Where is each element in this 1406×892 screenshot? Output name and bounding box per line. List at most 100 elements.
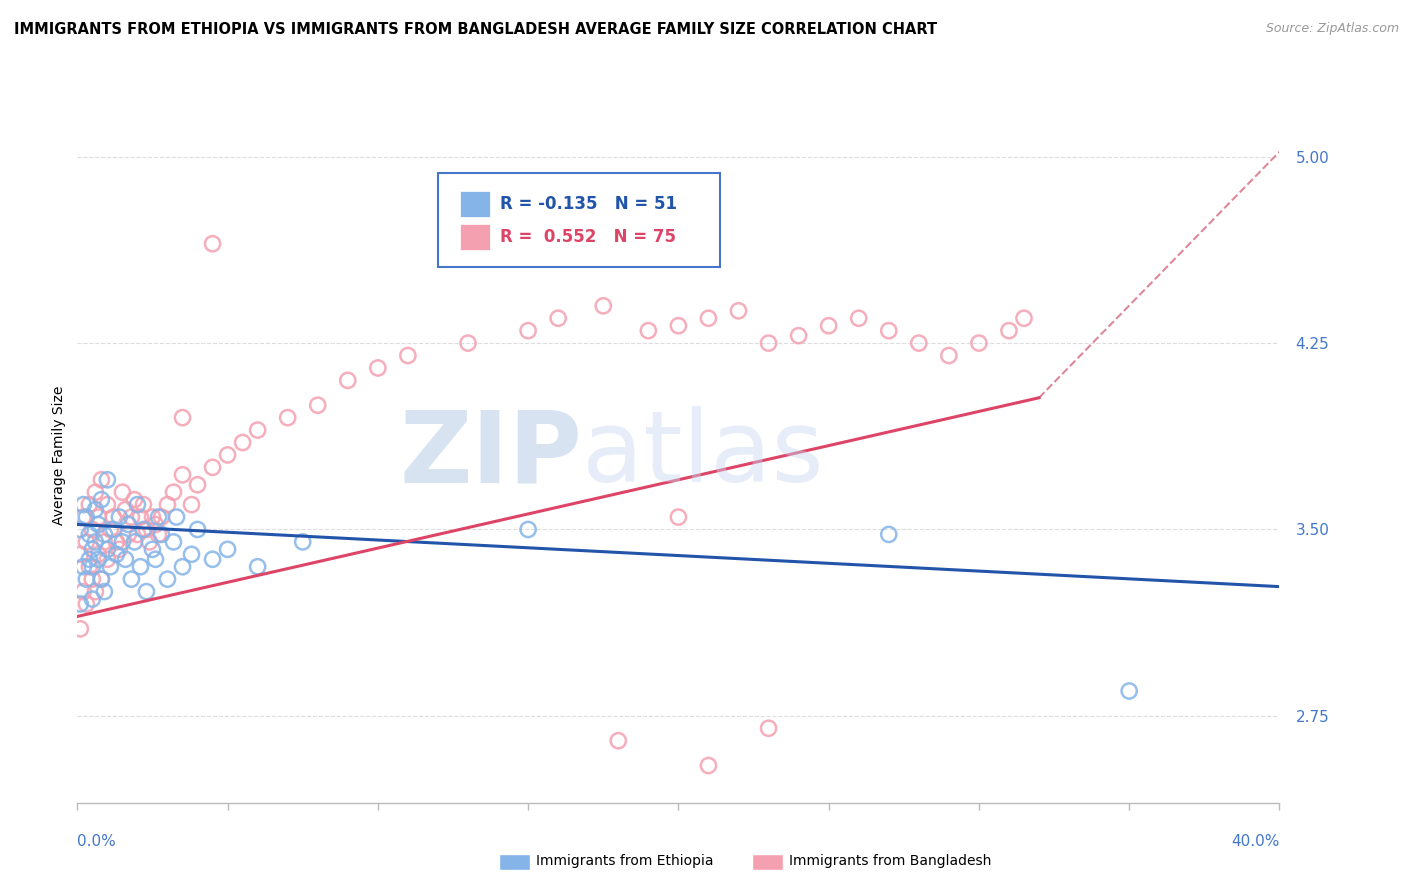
Point bbox=[727, 303, 749, 318]
Point bbox=[697, 758, 720, 772]
Point bbox=[100, 559, 122, 574]
Point bbox=[72, 498, 94, 512]
Point bbox=[90, 473, 112, 487]
Point bbox=[668, 510, 690, 524]
Point bbox=[82, 523, 104, 537]
Point bbox=[150, 510, 173, 524]
Point bbox=[117, 527, 139, 541]
Point bbox=[162, 485, 184, 500]
Point bbox=[108, 542, 131, 557]
Point bbox=[180, 498, 202, 512]
Point bbox=[69, 597, 91, 611]
Text: Source: ZipAtlas.com: Source: ZipAtlas.com bbox=[1265, 22, 1399, 36]
Point bbox=[69, 523, 91, 537]
Point bbox=[93, 584, 115, 599]
Point bbox=[90, 492, 112, 507]
Point bbox=[141, 542, 163, 557]
Point bbox=[396, 349, 419, 363]
Point bbox=[141, 510, 163, 524]
Point bbox=[186, 523, 209, 537]
Point bbox=[111, 535, 134, 549]
Point bbox=[124, 492, 146, 507]
Point bbox=[162, 535, 184, 549]
Point bbox=[145, 552, 167, 566]
Point bbox=[145, 517, 167, 532]
Point bbox=[127, 527, 149, 541]
Point bbox=[79, 498, 101, 512]
Point bbox=[180, 547, 202, 561]
Point bbox=[93, 527, 115, 541]
Point bbox=[100, 523, 122, 537]
Point bbox=[120, 510, 142, 524]
Point bbox=[114, 552, 136, 566]
Point bbox=[103, 523, 125, 537]
Point bbox=[75, 535, 97, 549]
Point bbox=[367, 360, 389, 375]
Point bbox=[592, 299, 614, 313]
Text: IMMIGRANTS FROM ETHIOPIA VS IMMIGRANTS FROM BANGLADESH AVERAGE FAMILY SIZE CORRE: IMMIGRANTS FROM ETHIOPIA VS IMMIGRANTS F… bbox=[14, 22, 938, 37]
Point bbox=[967, 336, 990, 351]
Point bbox=[72, 559, 94, 574]
Point bbox=[96, 498, 118, 512]
Point bbox=[607, 733, 630, 747]
Point bbox=[186, 477, 209, 491]
Point bbox=[132, 498, 155, 512]
Point bbox=[201, 552, 224, 566]
Point bbox=[172, 467, 194, 482]
Point bbox=[84, 535, 107, 549]
Point bbox=[69, 547, 91, 561]
Point bbox=[105, 535, 128, 549]
Point bbox=[277, 410, 299, 425]
Point bbox=[96, 552, 118, 566]
Point bbox=[217, 448, 239, 462]
Point bbox=[84, 502, 107, 516]
Point bbox=[82, 542, 104, 557]
Point bbox=[138, 535, 160, 549]
Point bbox=[172, 559, 194, 574]
Point bbox=[148, 527, 170, 541]
Text: 0.0%: 0.0% bbox=[77, 834, 117, 849]
Point bbox=[120, 572, 142, 586]
Point bbox=[758, 721, 780, 735]
Point bbox=[246, 559, 269, 574]
Point bbox=[172, 410, 194, 425]
Point bbox=[307, 398, 329, 412]
Point bbox=[96, 542, 118, 557]
Point bbox=[291, 535, 314, 549]
Point bbox=[114, 502, 136, 516]
Point bbox=[150, 527, 173, 541]
FancyBboxPatch shape bbox=[439, 173, 720, 267]
Point bbox=[79, 559, 101, 574]
Text: Immigrants from Bangladesh: Immigrants from Bangladesh bbox=[789, 854, 991, 868]
Point bbox=[108, 510, 131, 524]
Point bbox=[908, 336, 931, 351]
Point bbox=[82, 572, 104, 586]
Point bbox=[201, 236, 224, 251]
Point bbox=[697, 311, 720, 326]
Point bbox=[201, 460, 224, 475]
Point bbox=[132, 523, 155, 537]
Point bbox=[156, 498, 179, 512]
Point bbox=[79, 527, 101, 541]
Point bbox=[156, 572, 179, 586]
Point bbox=[166, 510, 188, 524]
Point bbox=[84, 584, 107, 599]
Point bbox=[117, 517, 139, 532]
Point bbox=[105, 547, 128, 561]
Point bbox=[517, 324, 540, 338]
Point bbox=[457, 336, 479, 351]
Text: 40.0%: 40.0% bbox=[1232, 834, 1279, 849]
Text: R =  0.552   N = 75: R = 0.552 N = 75 bbox=[501, 228, 676, 246]
Point bbox=[877, 324, 900, 338]
FancyBboxPatch shape bbox=[460, 224, 489, 251]
Text: ZIP: ZIP bbox=[399, 407, 582, 503]
Point bbox=[87, 547, 110, 561]
Point bbox=[87, 517, 110, 532]
Point bbox=[668, 318, 690, 333]
Point bbox=[75, 597, 97, 611]
Point bbox=[637, 324, 659, 338]
Point bbox=[87, 510, 110, 524]
Point bbox=[517, 523, 540, 537]
Point bbox=[90, 572, 112, 586]
Point bbox=[96, 473, 118, 487]
